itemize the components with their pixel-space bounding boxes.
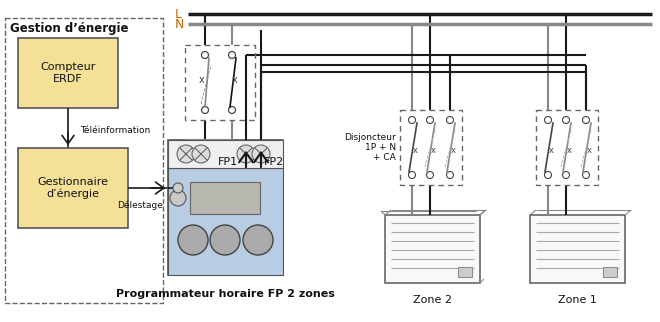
Circle shape <box>177 145 195 163</box>
Circle shape <box>447 172 453 178</box>
Text: N: N <box>175 17 184 31</box>
Bar <box>168 140 283 275</box>
Circle shape <box>228 52 236 59</box>
Bar <box>530 215 625 283</box>
Circle shape <box>201 107 209 113</box>
Circle shape <box>170 190 186 206</box>
Text: x: x <box>548 146 554 155</box>
Circle shape <box>562 172 570 178</box>
Circle shape <box>201 52 209 59</box>
Circle shape <box>583 172 589 178</box>
Text: FP1: FP1 <box>218 157 238 167</box>
Bar <box>385 215 480 283</box>
Text: Téléinformation: Téléinformation <box>80 126 150 135</box>
Circle shape <box>192 145 210 163</box>
Bar <box>168 140 283 168</box>
Circle shape <box>583 117 589 124</box>
Circle shape <box>237 145 255 163</box>
Bar <box>536 110 598 185</box>
Circle shape <box>173 183 183 193</box>
Text: x: x <box>566 146 572 155</box>
Circle shape <box>544 172 552 178</box>
Text: x: x <box>232 75 238 85</box>
Text: x: x <box>451 146 455 155</box>
Text: Délestage: Délestage <box>117 200 163 210</box>
Circle shape <box>210 225 240 255</box>
Text: Zone 2: Zone 2 <box>413 295 452 305</box>
Text: Gestionnaire
d’énergie: Gestionnaire d’énergie <box>38 177 108 199</box>
Circle shape <box>409 172 416 178</box>
Circle shape <box>426 172 434 178</box>
Text: Programmateur horaire FP 2 zones: Programmateur horaire FP 2 zones <box>116 289 335 299</box>
Bar <box>5 18 163 303</box>
Bar <box>400 110 462 185</box>
Text: Disjoncteur
1P + N
+ CA: Disjoncteur 1P + N + CA <box>345 133 396 162</box>
Bar <box>190 182 260 214</box>
Bar <box>185 45 255 120</box>
Bar <box>458 267 472 277</box>
Text: x: x <box>587 146 591 155</box>
Circle shape <box>426 117 434 124</box>
Text: FP2: FP2 <box>264 157 284 167</box>
Text: x: x <box>430 146 436 155</box>
Text: x: x <box>412 146 418 155</box>
Text: Gestion d’énergie: Gestion d’énergie <box>10 22 129 35</box>
Text: Zone 1: Zone 1 <box>558 295 597 305</box>
Circle shape <box>243 225 273 255</box>
Circle shape <box>409 117 416 124</box>
Text: x: x <box>199 75 205 85</box>
Bar <box>603 267 617 277</box>
Circle shape <box>178 225 208 255</box>
Circle shape <box>562 117 570 124</box>
Bar <box>168 168 283 275</box>
Bar <box>18 38 118 108</box>
Circle shape <box>544 117 552 124</box>
Bar <box>18 148 128 228</box>
Circle shape <box>228 107 236 113</box>
Text: L: L <box>175 7 182 21</box>
Circle shape <box>447 117 453 124</box>
Circle shape <box>252 145 270 163</box>
Text: Compteur
ERDF: Compteur ERDF <box>40 62 96 84</box>
